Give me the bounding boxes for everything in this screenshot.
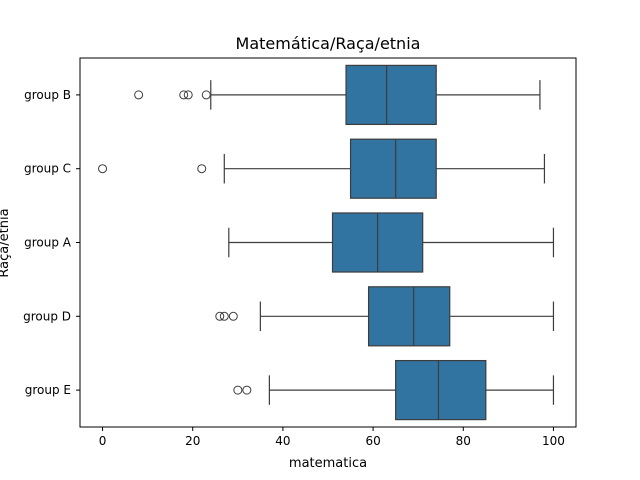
x-axis-label: matematica [289,456,367,471]
outlier-point [98,164,108,174]
y-tick-label: group A [24,236,72,250]
x-tick-label: 100 [542,434,565,448]
outlier-point [183,90,193,100]
x-tick-label: 0 [99,434,107,448]
outlier-point [219,311,229,321]
box-group-E [395,359,487,421]
axes-frame [79,57,577,428]
y-tick-label: group B [24,88,71,102]
chart-title: Matemática/Raça/etnia [236,34,421,53]
x-tick-label: 60 [365,434,380,448]
outlier-point [179,90,189,100]
outlier-point [197,164,207,174]
x-tick-label: 20 [185,434,200,448]
box-group-C [349,138,437,199]
outlier-point [201,90,211,100]
plot-area: group B group C group A group D group E 0 20 40… [23,57,577,448]
outlier-point [228,311,238,321]
y-tick-label: group D [23,309,71,323]
outlier-point [242,385,252,395]
outlier-point [134,90,144,100]
outlier-point [215,311,225,321]
x-tick-label: 40 [275,434,290,448]
x-tick-label: 80 [456,434,471,448]
outlier-point [233,385,243,395]
y-tick-label: group E [25,383,71,397]
y-axis-label: Raça/etnia [0,208,12,277]
box-group-D [367,286,451,347]
box-group-B [345,64,437,126]
y-tick-label: group C [24,162,71,176]
